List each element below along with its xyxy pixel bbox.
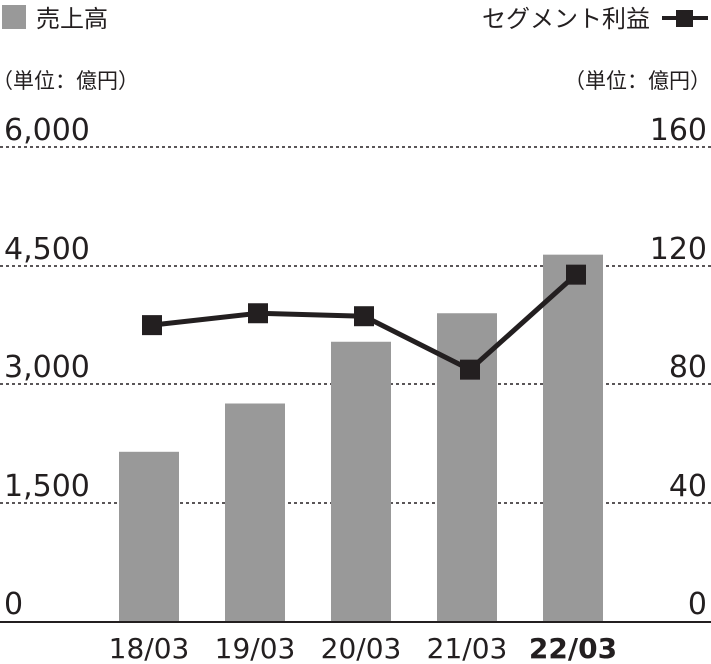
legend-line-swatch: [662, 10, 708, 27]
legend-line-label: セグメント利益: [482, 5, 650, 33]
right-axis-unit: （単位：億円）: [564, 69, 711, 93]
left-tick-label: 1,500: [4, 469, 90, 504]
line-point: [460, 359, 480, 380]
category-label: 18/03: [109, 632, 190, 664]
left-tick-label: 3,000: [4, 350, 90, 385]
left-tick-label: 6,000: [4, 113, 90, 148]
right-tick-label: 80: [669, 350, 707, 385]
left-tick-label: 0: [4, 587, 23, 622]
bar: [119, 451, 179, 622]
right-tick-label: 40: [669, 469, 707, 504]
right-tick-label: 160: [650, 113, 707, 148]
legend-bar-swatch: [2, 5, 26, 29]
category-label: 22/03: [529, 632, 617, 664]
bar: [331, 341, 391, 622]
category-label: 21/03: [427, 632, 508, 664]
legend: 売上高 セグメント利益: [2, 5, 708, 33]
bar: [543, 254, 603, 622]
category-labels: 18/03 19/03 20/03 21/03 22/03: [109, 632, 617, 664]
left-tick-labels: 6,000 4,500 3,000 1,500 0: [4, 113, 90, 622]
legend-bar-label: 売上高: [36, 5, 108, 33]
left-tick-label: 4,500: [4, 232, 90, 267]
right-tick-label: 120: [650, 232, 707, 267]
right-tick-labels: 160 120 80 40 0: [650, 113, 707, 622]
line-point: [248, 303, 268, 324]
left-axis-unit: （単位：億円）: [0, 69, 139, 93]
category-label: 19/03: [215, 632, 296, 664]
line-point: [566, 264, 586, 285]
bar: [225, 403, 285, 622]
line-series: [142, 264, 586, 380]
line-point: [142, 315, 162, 336]
category-label: 20/03: [321, 632, 402, 664]
right-tick-label: 0: [688, 587, 707, 622]
line-point: [354, 306, 374, 327]
